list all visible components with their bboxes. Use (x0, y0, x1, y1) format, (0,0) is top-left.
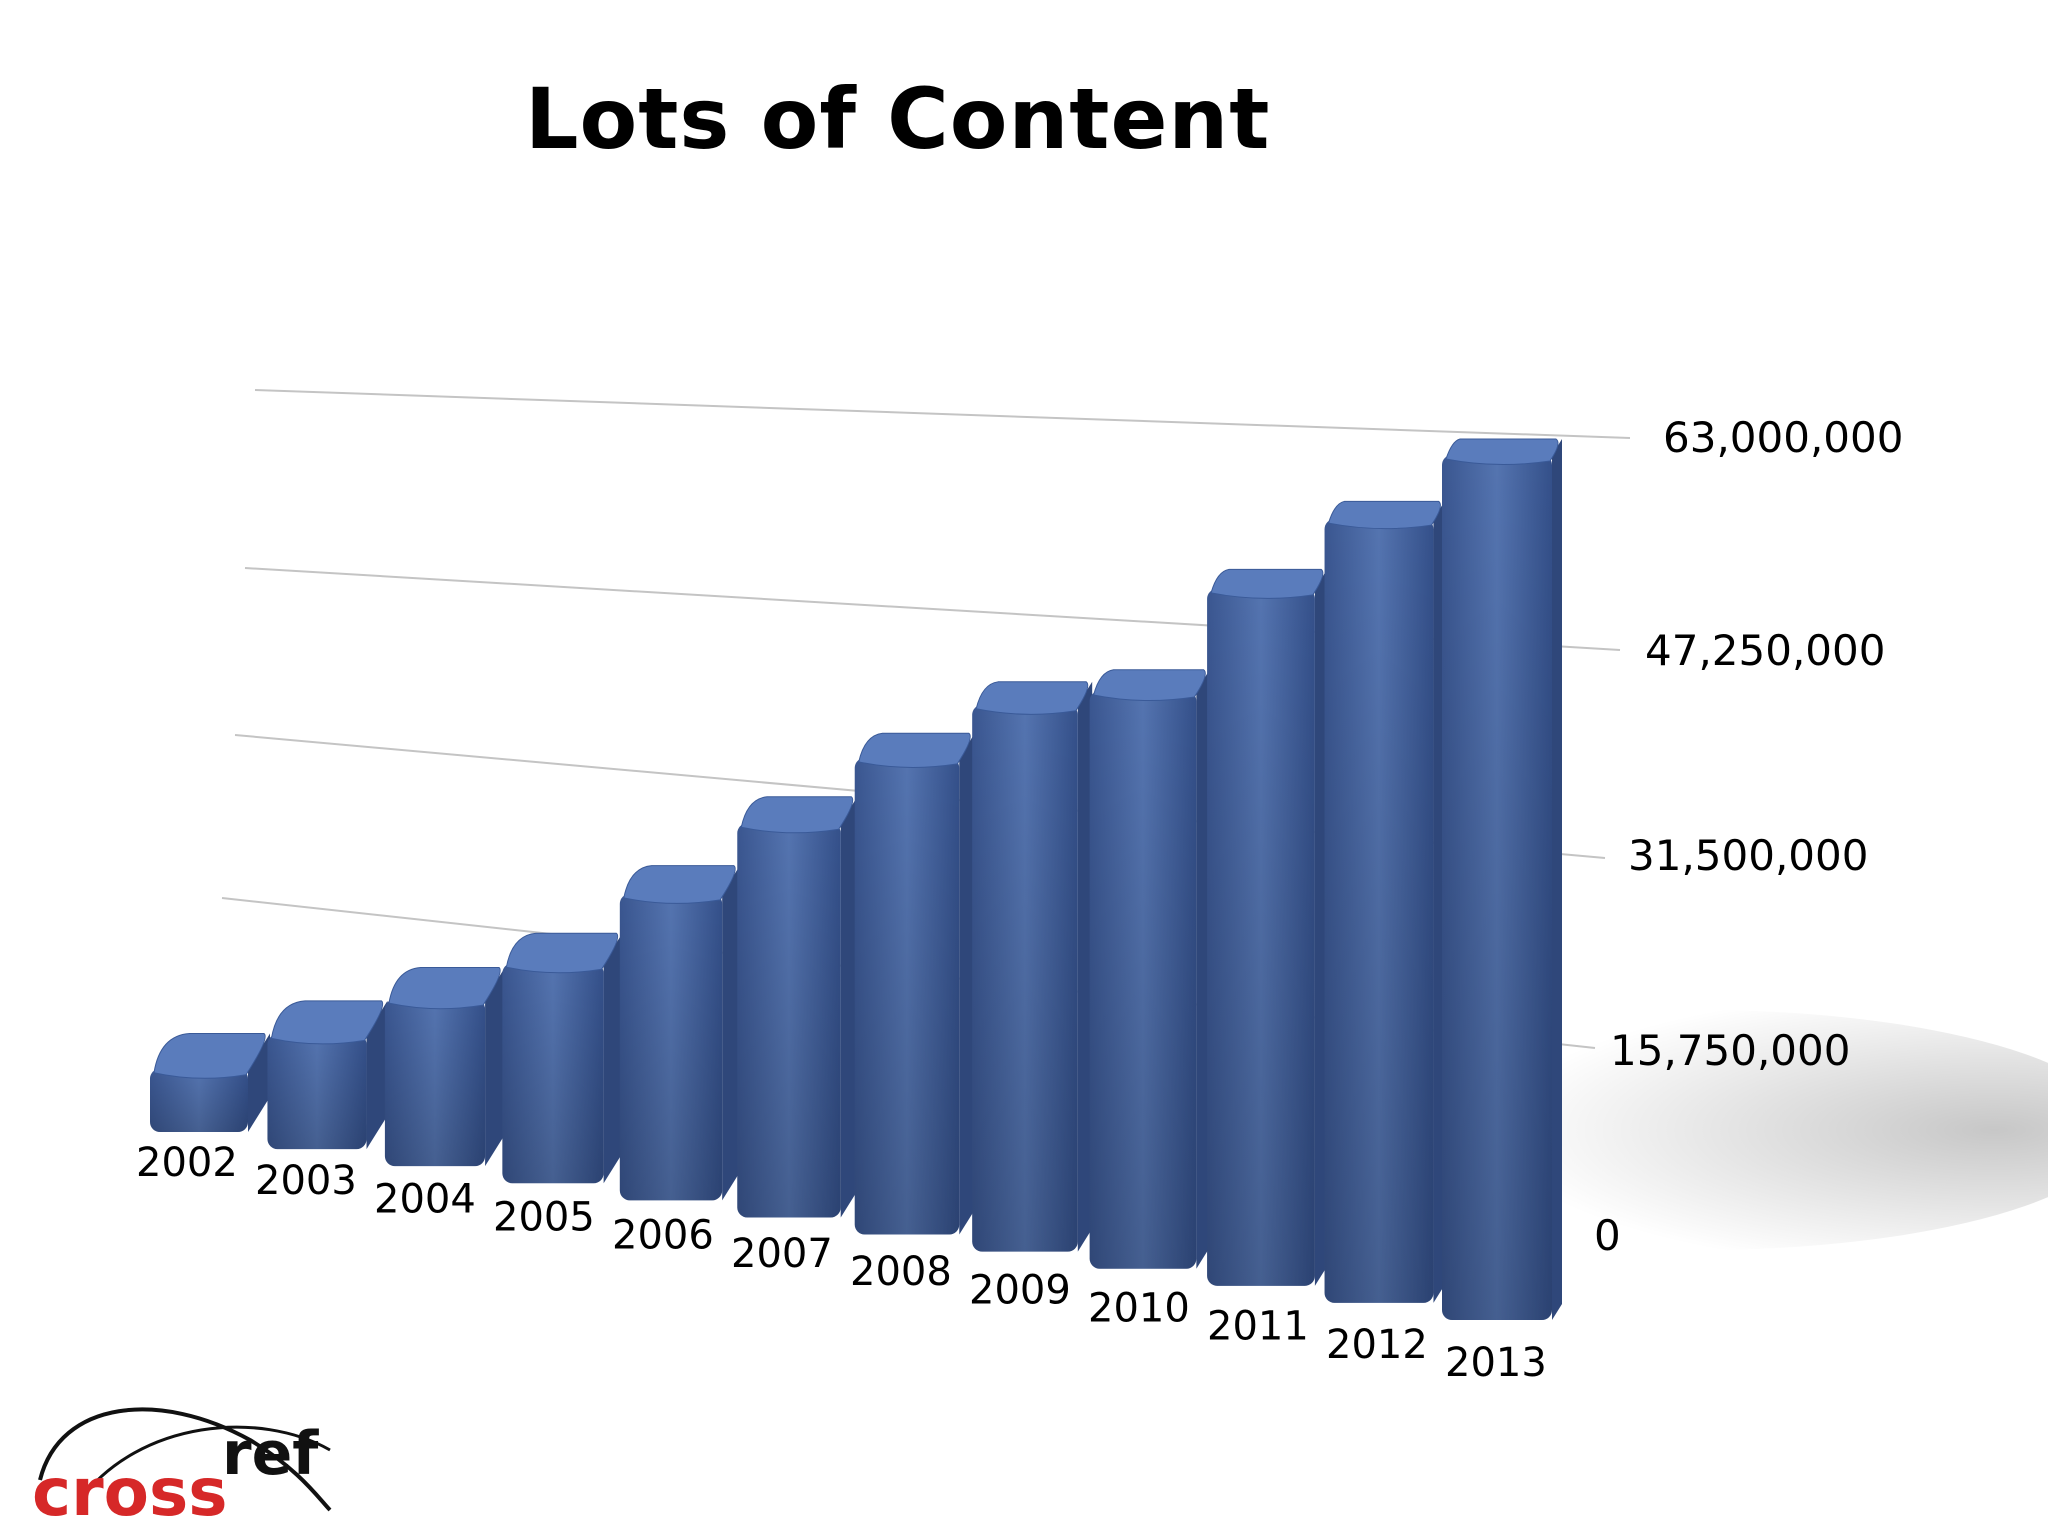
bar-side (603, 933, 623, 1184)
bar-top (388, 966, 501, 1010)
bar-front-shade (150, 1068, 248, 1132)
bar (502, 932, 623, 1184)
bar-top (1327, 500, 1441, 530)
x-tick-label: 2004 (374, 1176, 476, 1222)
bar (384, 966, 505, 1167)
x-axis-labels: 2002 2003 2004 2005 2006 2007 2008 2009 2010 2011… (136, 1140, 1547, 1386)
bar-top (505, 932, 619, 974)
x-tick-label: 2006 (612, 1213, 714, 1259)
bar-top (858, 732, 971, 768)
bar (1324, 500, 1445, 1303)
bar-side (1196, 669, 1210, 1269)
y-tick-label: 63,000,000 (1663, 413, 1903, 462)
bar (1089, 669, 1210, 1269)
bar-side (485, 967, 505, 1167)
bar-front-shade (1442, 455, 1552, 1320)
bar (150, 1033, 270, 1132)
bar-front-shade (1207, 588, 1315, 1286)
bar-side (1433, 501, 1445, 1303)
bar-front-shade (737, 823, 841, 1218)
logo-swoosh-icon-2 (78, 1425, 331, 1501)
bar-front-shade (972, 704, 1078, 1252)
bar-top (623, 865, 736, 904)
bar-top (975, 681, 1089, 715)
bar-top (153, 1033, 266, 1079)
bar-top (740, 796, 854, 834)
bar-front-shade (1324, 519, 1434, 1303)
y-tick-label: 31,500,000 (1628, 831, 1868, 880)
bar-side (366, 1000, 388, 1150)
bar (737, 796, 858, 1218)
y-tick-label: 0 (1594, 1211, 1621, 1260)
bar-front-shade (267, 1034, 367, 1150)
gridline (254, 389, 1631, 439)
x-tick-label: 2009 (969, 1267, 1071, 1313)
x-tick-label: 2007 (731, 1231, 833, 1277)
x-tick-label: 2008 (850, 1249, 952, 1295)
bar-front-shade (384, 999, 486, 1167)
bar-top (1210, 568, 1324, 599)
x-tick-label: 2002 (136, 1140, 238, 1186)
y-tick-label: 47,250,000 (1645, 626, 1885, 675)
bar (1207, 568, 1328, 1286)
x-tick-label: 2005 (493, 1195, 595, 1241)
logo-text-cross: cross (32, 1454, 228, 1531)
bar-top (270, 1000, 384, 1045)
bars (150, 438, 1562, 1320)
logo-swoosh-icon (38, 1407, 332, 1512)
bar-front-shade (1089, 690, 1197, 1269)
x-tick-label: 2013 (1445, 1340, 1547, 1386)
bar-top (1093, 669, 1206, 702)
bar-side (1552, 439, 1562, 1320)
bar (267, 1000, 388, 1150)
bar-front-shade (502, 963, 604, 1184)
bar-side (248, 1033, 270, 1132)
y-tick-label: 15,750,000 (1610, 1026, 1850, 1075)
y-axis-ticks: 0 15,750,000 31,500,000 47,250,000 63,000,00… (1594, 413, 1903, 1260)
bar-top (1445, 438, 1559, 466)
bar-front-shade (619, 893, 723, 1201)
bar (972, 681, 1093, 1252)
bar-side (722, 865, 740, 1201)
slide-title: Lots of Content (525, 70, 1271, 168)
x-tick-label: 2011 (1207, 1304, 1309, 1350)
bar (1442, 438, 1562, 1320)
x-tick-label: 2012 (1326, 1322, 1428, 1368)
bar-front-shade (854, 757, 960, 1235)
bar-side (1314, 569, 1328, 1286)
x-tick-label: 2003 (255, 1158, 357, 1204)
bar-side (959, 733, 975, 1235)
bar-side (840, 796, 858, 1218)
bar-side (1077, 681, 1093, 1252)
bar (854, 732, 975, 1235)
bar (619, 865, 740, 1201)
logo-text-ref: ref (222, 1419, 319, 1489)
x-tick-label: 2010 (1088, 1285, 1190, 1331)
